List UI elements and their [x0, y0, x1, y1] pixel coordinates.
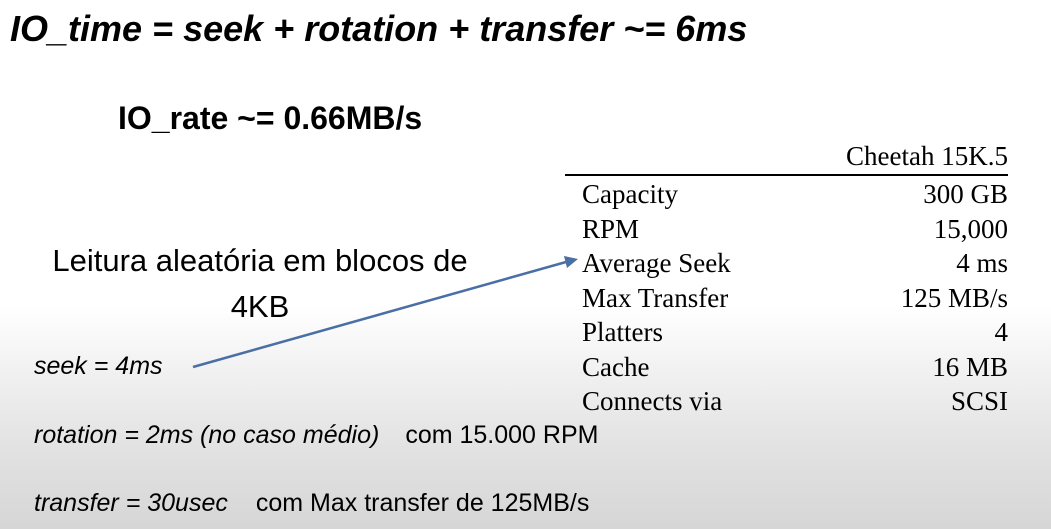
spec-label: Capacity: [582, 179, 678, 209]
spec-label: Platters: [582, 317, 663, 347]
spec-value: 125 MB/s: [900, 282, 1008, 313]
rotation-note: com 15.000 RPM: [405, 421, 599, 449]
spec-row-average-seek: Average Seek 4 ms: [582, 246, 1008, 281]
io-rate-formula: IO_rate ~= 0.66MB/s: [118, 100, 423, 136]
spec-row-rpm: RPM 15,000: [582, 212, 1008, 247]
seek-time-label: seek = 4ms: [34, 352, 163, 380]
rotation-time-label: rotation = 2ms (no caso médio): [34, 421, 380, 449]
spec-table-header: Cheetah 15K.5: [565, 138, 1008, 176]
spec-value: 15,000: [933, 213, 1008, 244]
rotation-time-line: rotation = 2ms (no caso médio) com 15.000…: [34, 421, 598, 450]
disk-spec-table: Cheetah 15K.5 Capacity 300 GB RPM 15,000…: [565, 138, 1008, 419]
transfer-time-label: transfer = 30usec: [34, 489, 228, 517]
spec-label: RPM: [582, 213, 640, 244]
spec-row-platters: Platters 4: [582, 315, 1008, 350]
transfer-note: com Max transfer de 125MB/s: [255, 489, 590, 517]
spec-label: Max Transfer: [582, 282, 729, 313]
spec-label: Connects via: [582, 386, 723, 416]
spec-value: 16 MB: [932, 351, 1008, 382]
spec-value: 300 GB: [923, 179, 1008, 209]
spec-row-max-transfer: Max Transfer 125 MB/s: [582, 281, 1008, 316]
spec-value: 4 ms: [956, 248, 1008, 278]
spec-row-cache: Cache 16 MB: [582, 350, 1008, 385]
spec-label: Cache: [582, 351, 650, 382]
spec-row-capacity: Capacity 300 GB: [582, 177, 1008, 212]
scenario-line-2: 4KB: [230, 289, 290, 324]
spec-value: 4: [994, 317, 1009, 347]
spec-value: SCSI: [950, 386, 1008, 416]
scenario-line-1: Leitura aleatória em blocos de: [52, 243, 468, 278]
spec-table-rows: Capacity 300 GB RPM 15,000 Average Seek …: [565, 177, 1008, 419]
scenario-description: Leitura aleatória em blocos de 4KB: [0, 238, 520, 330]
spec-label: Average Seek: [582, 248, 731, 278]
transfer-time-line: transfer = 30usec com Max transfer de 125…: [34, 489, 589, 518]
spec-row-connects-via: Connects via SCSI: [582, 384, 1008, 419]
io-time-formula: IO_time = seek + rotation + transfer ~= …: [10, 8, 748, 49]
